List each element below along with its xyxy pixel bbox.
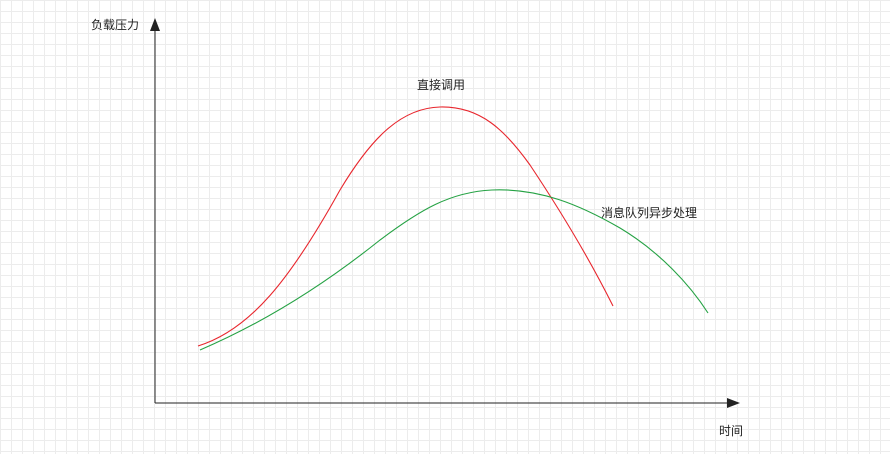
y-axis-arrow	[150, 18, 160, 31]
x-axis-arrow	[727, 398, 740, 408]
y-axis-label: 负载压力	[91, 18, 140, 32]
x-axis-label: 时间	[719, 424, 744, 438]
label-mq-async: 消息队列异步处理	[601, 206, 698, 220]
curve-mq-async	[199, 189, 709, 351]
label-direct-call: 直接调用	[417, 78, 466, 92]
curve-direct-call	[197, 106, 614, 347]
